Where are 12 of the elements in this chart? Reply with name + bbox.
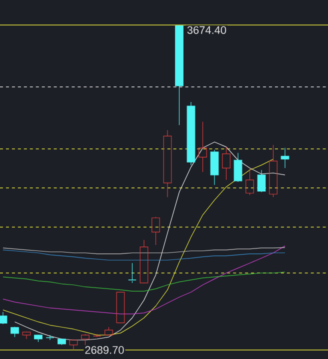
candlestick <box>198 122 207 172</box>
candlestick <box>22 332 31 340</box>
annotation: 2689.70 <box>85 346 124 354</box>
candlestick <box>92 334 102 338</box>
candlestick <box>163 130 172 198</box>
candlestick <box>257 170 266 192</box>
candlestick <box>0 312 8 324</box>
annotation: 3674.40 <box>187 26 226 34</box>
candlestick <box>186 102 196 166</box>
candlestick <box>234 152 242 182</box>
candlestick <box>210 150 219 186</box>
candlestick <box>280 148 290 168</box>
